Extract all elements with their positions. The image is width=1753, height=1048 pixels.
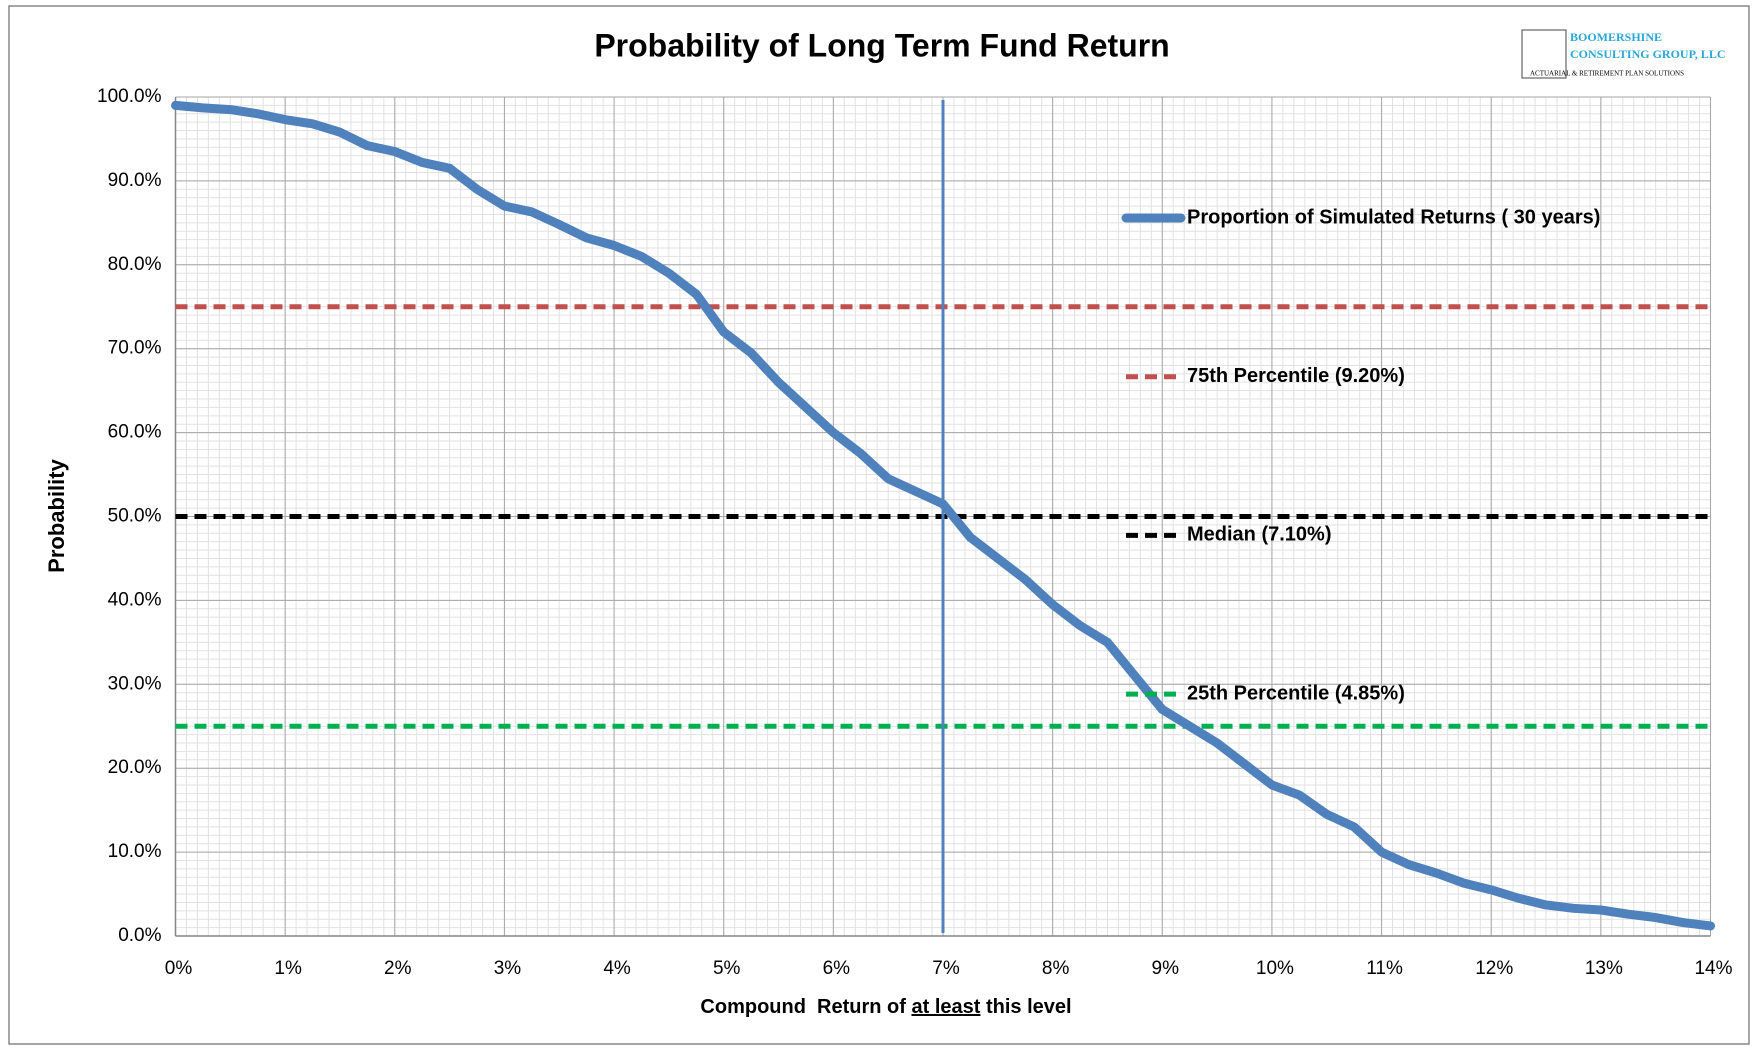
x-tick-label: 8% bbox=[1042, 958, 1070, 979]
x-tick-label: 11% bbox=[1366, 958, 1403, 979]
y-tick-label: 90.0% bbox=[108, 170, 162, 191]
logo-tagline: ACTUARIAL & RETIREMENT PLAN SOLUTIONS bbox=[1530, 70, 1684, 78]
y-axis-title: Probability bbox=[44, 458, 69, 572]
y-tick-label: 10.0% bbox=[108, 841, 162, 862]
x-axis-title-part: this level bbox=[980, 996, 1071, 1018]
x-axis-title-part: Compound Return of bbox=[700, 996, 911, 1018]
y-tick-label: 70.0% bbox=[108, 338, 162, 359]
y-tick-label: 50.0% bbox=[108, 506, 162, 527]
data-line bbox=[171, 100, 1715, 931]
y-tick-label: 0.0% bbox=[118, 925, 161, 946]
y-tick-label: 20.0% bbox=[108, 757, 162, 778]
x-tick-label: 3% bbox=[494, 958, 522, 979]
legend-label: Median (7.10%) bbox=[1187, 524, 1331, 546]
x-tick-label: 13% bbox=[1585, 958, 1623, 979]
x-tick-label: 7% bbox=[932, 958, 960, 979]
x-tick-label: 0% bbox=[165, 958, 193, 979]
y-tick-label: 100.0% bbox=[97, 86, 162, 107]
logo: BOOMERSHINE CONSULTING GROUP, LLC ACTUAR… bbox=[1521, 29, 1725, 79]
legend-label: Proportion of Simulated Returns ( 30 yea… bbox=[1187, 206, 1600, 228]
legend-label: 25th Percentile (4.85%) bbox=[1187, 682, 1405, 704]
x-tick-label: 1% bbox=[274, 958, 302, 979]
logo-line2: CONSULTING GROUP, LLC bbox=[1570, 47, 1725, 61]
x-tick-label: 4% bbox=[603, 958, 631, 979]
y-tick-label: 40.0% bbox=[108, 589, 162, 610]
logo-line1: BOOMERSHINE bbox=[1570, 30, 1662, 44]
x-axis-title: Compound Return of at least this level bbox=[700, 996, 1071, 1018]
x-tick-label: 12% bbox=[1475, 958, 1513, 979]
x-tick-label: 2% bbox=[384, 958, 412, 979]
y-tick-label: 60.0% bbox=[108, 422, 162, 443]
x-tick-label: 14% bbox=[1694, 958, 1732, 979]
x-tick-label: 6% bbox=[823, 958, 851, 979]
y-tick-label: 30.0% bbox=[108, 673, 162, 694]
x-tick-label: 10% bbox=[1256, 958, 1294, 979]
legend-label: 75th Percentile (9.20%) bbox=[1187, 365, 1405, 387]
y-tick-label: 80.0% bbox=[108, 254, 162, 275]
x-tick-label: 9% bbox=[1152, 958, 1180, 979]
logo-box bbox=[1521, 29, 1567, 79]
x-axis-title-part: at least bbox=[911, 996, 980, 1018]
x-tick-label: 5% bbox=[713, 958, 741, 979]
chart-title: Probability of Long Term Fund Return bbox=[594, 27, 1169, 63]
